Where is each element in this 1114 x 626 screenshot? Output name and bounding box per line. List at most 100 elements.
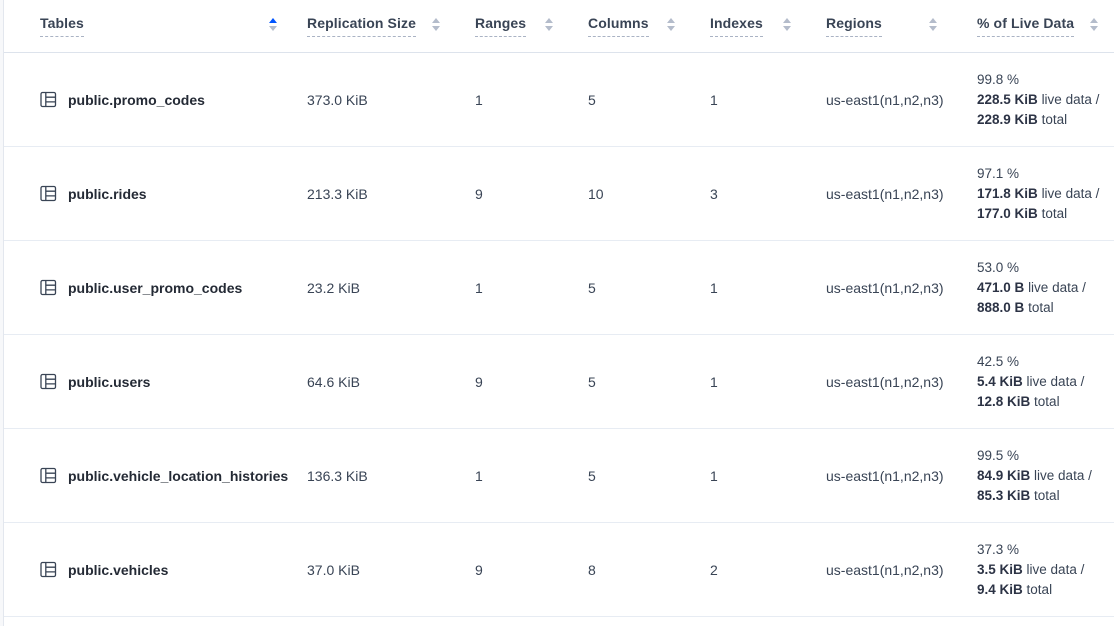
cell-table-name: public.rides — [4, 185, 292, 202]
column-header-label: Columns — [588, 15, 649, 37]
cell-indexes: 3 — [710, 185, 718, 202]
cell-indexes: 1 — [710, 467, 718, 484]
sort-icon[interactable] — [1090, 17, 1098, 31]
table-icon — [40, 185, 57, 202]
total-data-line: 12.8 KiB total — [977, 393, 1060, 409]
table-icon — [40, 91, 57, 108]
total-data-line: 228.9 KiB total — [977, 111, 1068, 127]
cell-ranges: 9 — [475, 185, 483, 202]
content-left-edge — [0, 0, 4, 626]
cell-replication-size: 37.0 KiB — [307, 561, 360, 578]
cell-live-data: 53.0 % 471.0 B live data / 888.0 B total — [952, 258, 1113, 318]
cell-indexes: 1 — [710, 373, 718, 390]
live-data-percent: 99.5 % — [977, 447, 1020, 463]
cell-columns: 5 — [588, 467, 596, 484]
table-icon — [40, 279, 57, 296]
cell-ranges: 1 — [475, 279, 483, 296]
cell-live-data: 99.8 % 228.5 KiB live data / 228.9 KiB t… — [952, 70, 1113, 130]
cell-regions: us-east1(n1,n2,n3) — [826, 185, 944, 202]
table-row[interactable]: public.vehicles 37.0 KiB 9 8 2 us-east1(… — [4, 523, 1114, 617]
table-name-link[interactable]: public.vehicles — [68, 561, 169, 578]
cell-indexes: 2 — [710, 561, 718, 578]
table-name-link[interactable]: public.rides — [68, 185, 147, 202]
cell-indexes: 1 — [710, 279, 718, 296]
cell-regions: us-east1(n1,n2,n3) — [826, 373, 944, 390]
cell-ranges: 9 — [475, 373, 483, 390]
column-header-replication-size[interactable]: Replication Size — [292, 0, 455, 52]
live-data-percent: 53.0 % — [977, 259, 1020, 275]
live-data-percent: 97.1 % — [977, 165, 1020, 181]
total-data-line: 85.3 KiB total — [977, 487, 1060, 503]
cell-ranges: 1 — [475, 467, 483, 484]
column-header-label: Regions — [826, 15, 882, 37]
table-name-link[interactable]: public.users — [68, 373, 151, 390]
table-name-link[interactable]: public.vehicle_location_histories — [68, 467, 289, 484]
table-icon — [40, 561, 57, 578]
table-row[interactable]: public.vehicle_location_histories 136.3 … — [4, 429, 1114, 523]
table-name-link[interactable]: public.promo_codes — [68, 91, 205, 108]
sort-icon[interactable] — [783, 17, 791, 31]
cell-columns: 5 — [588, 279, 596, 296]
cell-regions: us-east1(n1,n2,n3) — [826, 467, 944, 484]
column-header-label: Ranges — [475, 15, 527, 37]
sort-icon[interactable] — [269, 17, 277, 31]
column-header-label: % of Live Data — [977, 15, 1075, 37]
table-header-row: Tables Replication Size Ranges Columns I… — [4, 0, 1114, 53]
live-data-line: 228.5 KiB live data / — [977, 91, 1100, 107]
column-header-tables[interactable]: Tables — [4, 0, 292, 52]
column-header-regions[interactable]: Regions — [806, 0, 952, 52]
cell-table-name: public.promo_codes — [4, 91, 292, 108]
cell-regions: us-east1(n1,n2,n3) — [826, 91, 944, 108]
cell-live-data: 42.5 % 5.4 KiB live data / 12.8 KiB tota… — [952, 352, 1113, 412]
cell-replication-size: 64.6 KiB — [307, 373, 360, 390]
sort-icon[interactable] — [667, 17, 675, 31]
table-icon — [40, 373, 57, 390]
live-data-line: 471.0 B live data / — [977, 279, 1086, 295]
sort-icon[interactable] — [432, 17, 440, 31]
cell-table-name: public.vehicle_location_histories — [4, 467, 292, 484]
cell-replication-size: 213.3 KiB — [307, 185, 368, 202]
cell-ranges: 1 — [475, 91, 483, 108]
cell-columns: 10 — [588, 185, 604, 202]
table-icon — [40, 467, 57, 484]
total-data-line: 888.0 B total — [977, 299, 1054, 315]
table-row[interactable]: public.promo_codes 373.0 KiB 1 5 1 us-ea… — [4, 53, 1114, 147]
column-header-label: Indexes — [710, 15, 763, 37]
live-data-percent: 37.3 % — [977, 541, 1020, 557]
tables-table: Tables Replication Size Ranges Columns I… — [4, 0, 1114, 626]
total-data-line: 9.4 KiB total — [977, 581, 1053, 597]
cell-live-data: 37.3 % 3.5 KiB live data / 9.4 KiB total — [952, 540, 1113, 600]
cell-replication-size: 373.0 KiB — [307, 91, 368, 108]
table-row[interactable]: public.users 64.6 KiB 9 5 1 us-east1(n1,… — [4, 335, 1114, 429]
column-header-label: Tables — [40, 15, 84, 37]
table-row[interactable]: public.user_promo_codes 23.2 KiB 1 5 1 u… — [4, 241, 1114, 335]
cell-columns: 8 — [588, 561, 596, 578]
cell-columns: 5 — [588, 91, 596, 108]
sort-icon[interactable] — [545, 17, 553, 31]
table-name-link[interactable]: public.user_promo_codes — [68, 279, 243, 296]
cell-live-data: 99.5 % 84.9 KiB live data / 85.3 KiB tot… — [952, 446, 1113, 506]
column-header-ranges[interactable]: Ranges — [455, 0, 568, 52]
live-data-percent: 99.8 % — [977, 71, 1020, 87]
cell-replication-size: 23.2 KiB — [307, 279, 360, 296]
column-header-live-data[interactable]: % of Live Data — [952, 0, 1113, 52]
cell-columns: 5 — [588, 373, 596, 390]
sort-icon[interactable] — [929, 17, 937, 31]
cell-ranges: 9 — [475, 561, 483, 578]
live-data-line: 3.5 KiB live data / — [977, 561, 1085, 577]
column-header-indexes[interactable]: Indexes — [690, 0, 806, 52]
cell-indexes: 1 — [710, 91, 718, 108]
cell-table-name: public.vehicles — [4, 561, 292, 578]
cell-replication-size: 136.3 KiB — [307, 467, 368, 484]
cell-table-name: public.user_promo_codes — [4, 279, 292, 296]
live-data-line: 171.8 KiB live data / — [977, 185, 1100, 201]
column-header-columns[interactable]: Columns — [568, 0, 690, 52]
cell-table-name: public.users — [4, 373, 292, 390]
live-data-line: 84.9 KiB live data / — [977, 467, 1092, 483]
table-row[interactable]: public.rides 213.3 KiB 9 10 3 us-east1(n… — [4, 147, 1114, 241]
cell-regions: us-east1(n1,n2,n3) — [826, 279, 944, 296]
column-header-label: Replication Size — [307, 15, 416, 37]
cell-live-data: 97.1 % 171.8 KiB live data / 177.0 KiB t… — [952, 164, 1113, 224]
cell-regions: us-east1(n1,n2,n3) — [826, 561, 944, 578]
